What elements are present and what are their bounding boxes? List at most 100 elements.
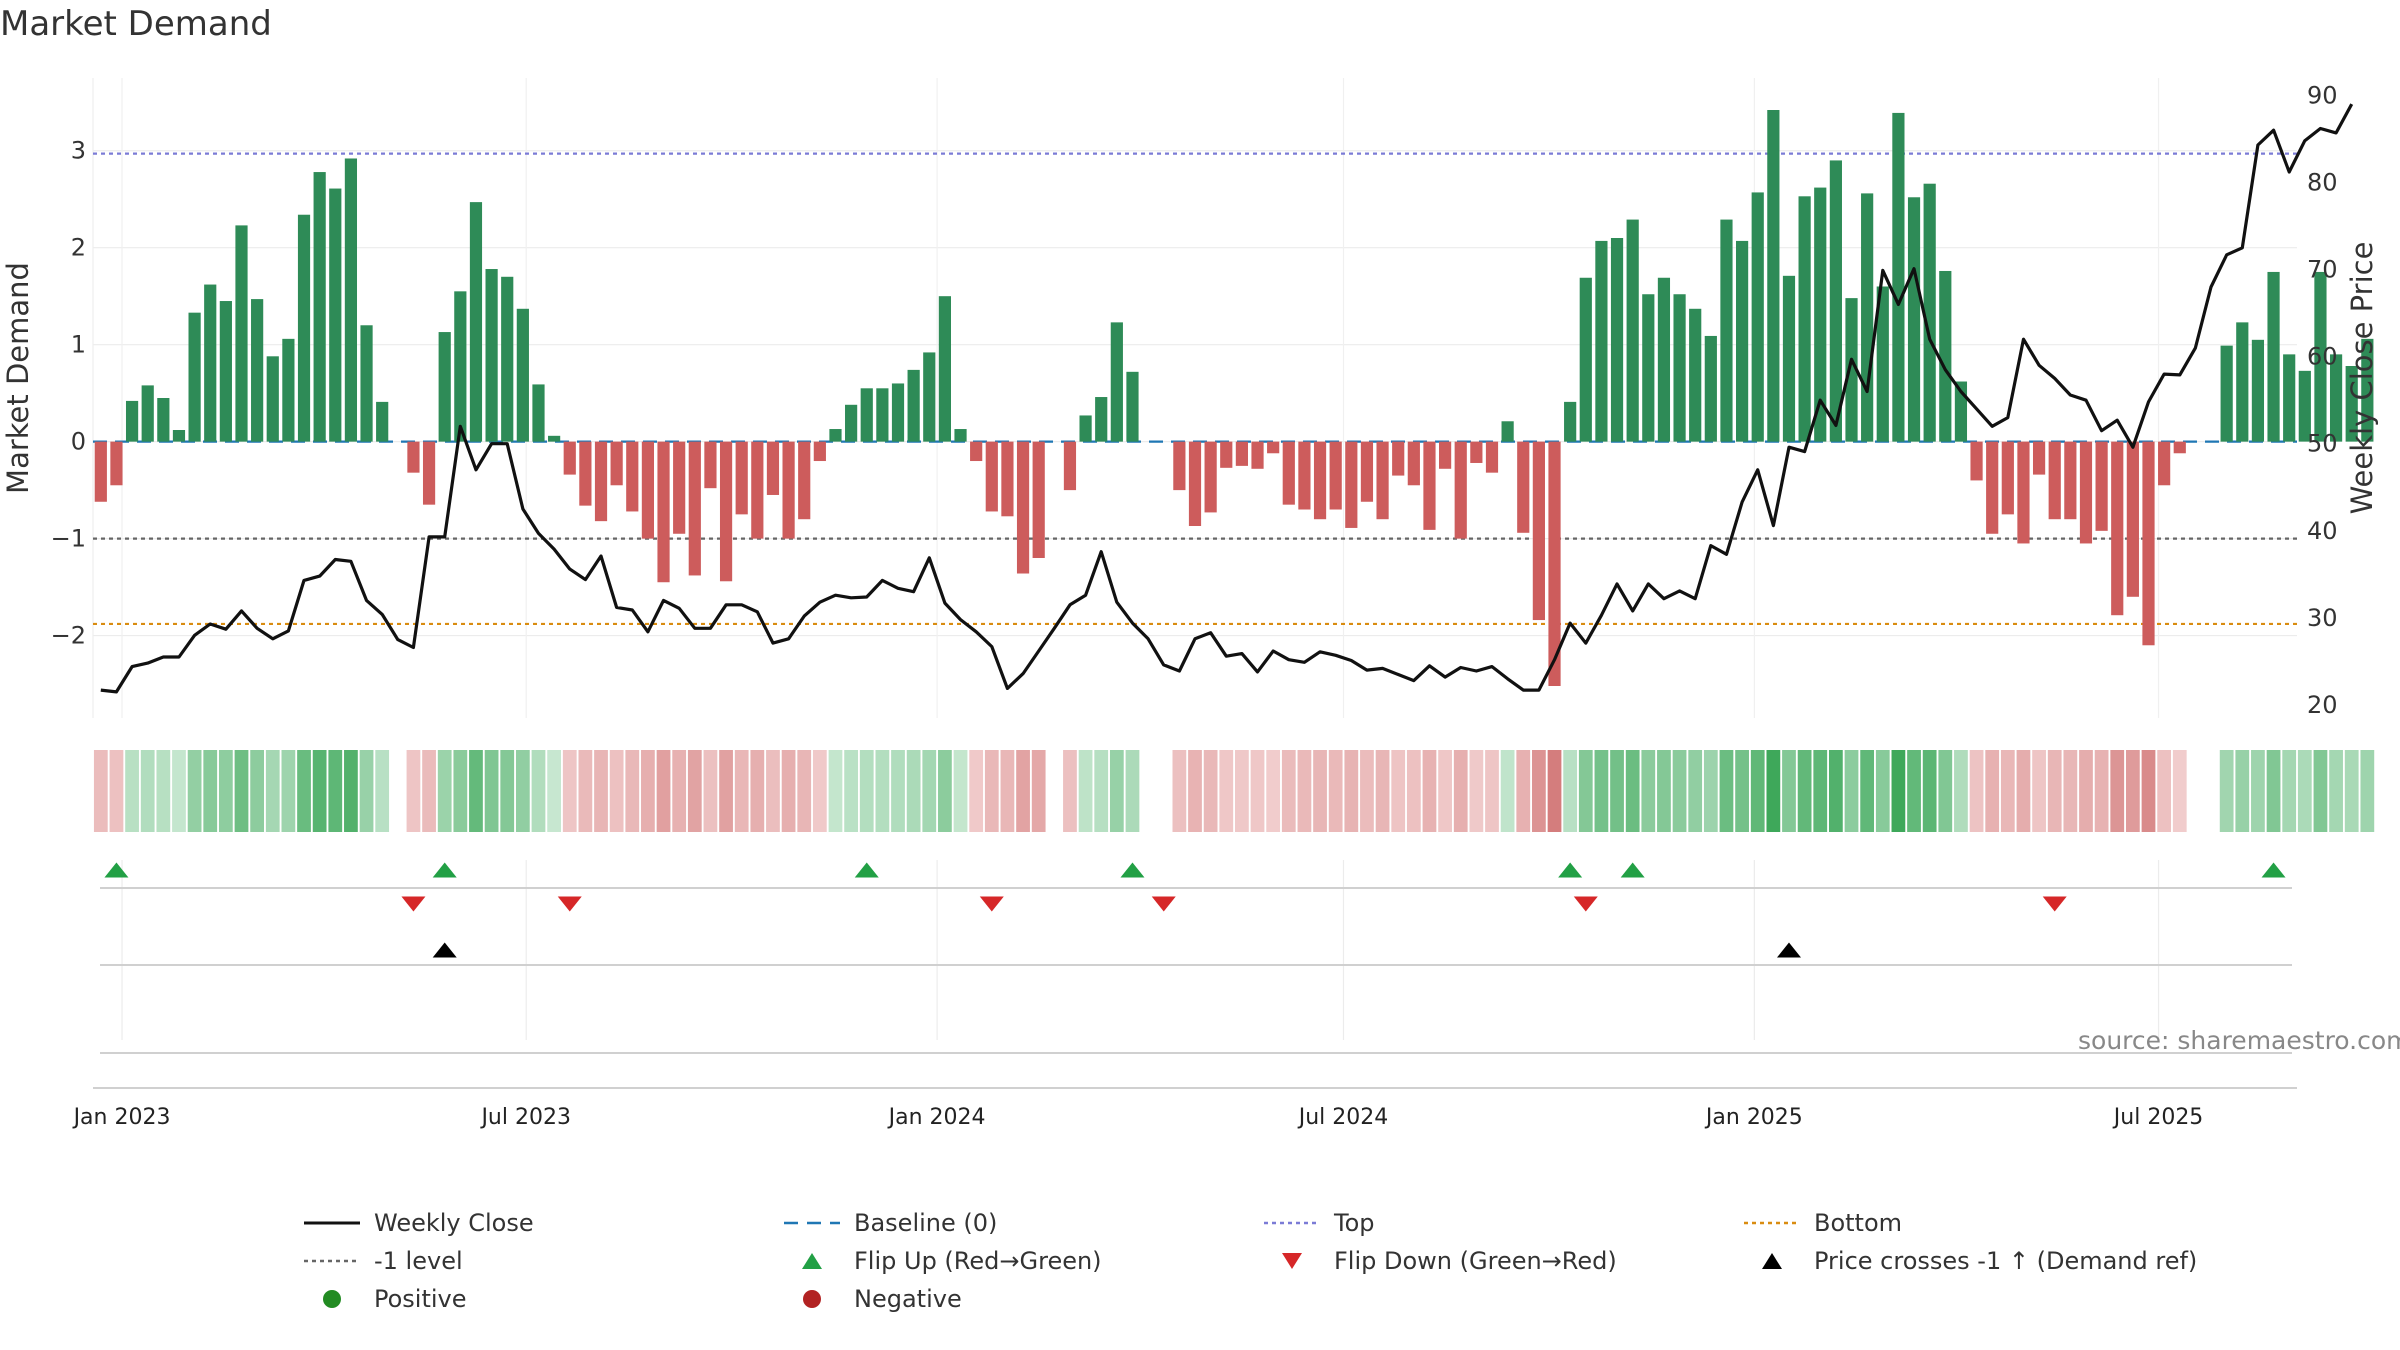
heat-cell bbox=[2297, 750, 2312, 832]
triangle-down-swatch bbox=[1282, 1253, 1302, 1269]
heat-cell bbox=[1719, 750, 1734, 832]
legend-item-weekly_close: Weekly Close bbox=[300, 1205, 534, 1241]
dotted-line-swatch bbox=[1264, 1221, 1320, 1225]
heat-cell bbox=[469, 750, 483, 832]
demand-bar bbox=[282, 338, 295, 442]
heat-cell bbox=[281, 750, 296, 832]
demand-bar bbox=[2032, 441, 2046, 475]
heat-cell bbox=[2313, 750, 2328, 832]
demand-bar bbox=[1204, 441, 1217, 513]
heat-cell bbox=[953, 750, 968, 832]
heat-cell bbox=[1188, 750, 1202, 832]
heat-cell bbox=[344, 750, 358, 832]
demand-bar bbox=[1345, 441, 1358, 528]
heat-cell bbox=[656, 750, 671, 832]
demand-bar bbox=[610, 441, 623, 486]
y-tick-label: −2 bbox=[51, 622, 86, 650]
heat-cell bbox=[1500, 750, 1515, 832]
heat-cell bbox=[1266, 750, 1281, 832]
demand-bar bbox=[1439, 441, 1452, 469]
heat-cell bbox=[1829, 750, 1843, 832]
legend-label: Negative bbox=[854, 1285, 962, 1313]
gridlines bbox=[92, 78, 2297, 1040]
demand-bar bbox=[2001, 441, 2014, 515]
heat-cell bbox=[703, 750, 718, 832]
price-cross-marker bbox=[1776, 942, 1801, 958]
y2-tick-label: 90 bbox=[2307, 81, 2338, 109]
demand-bar bbox=[501, 276, 514, 442]
heat-cell bbox=[328, 750, 343, 832]
demand-bar bbox=[985, 441, 998, 512]
heat-cell bbox=[859, 750, 874, 832]
demand-bar bbox=[876, 388, 889, 442]
heat-cell bbox=[1172, 750, 1187, 832]
demand-bar bbox=[1220, 441, 1233, 468]
demand-bar bbox=[141, 385, 154, 442]
demand-bar bbox=[1673, 294, 1686, 442]
demand-bar bbox=[2126, 441, 2139, 597]
legend-item-top: Top bbox=[1260, 1205, 1375, 1241]
legend-label: Positive bbox=[374, 1285, 467, 1313]
demand-bar bbox=[454, 291, 467, 442]
demand-bar bbox=[204, 284, 217, 442]
heat-cell bbox=[422, 750, 436, 832]
heat-cell bbox=[1532, 750, 1546, 832]
y-tick-label: 0 bbox=[71, 428, 86, 456]
demand-bar bbox=[1392, 441, 1405, 476]
heat-cell bbox=[672, 750, 687, 832]
heat-cell bbox=[2079, 750, 2093, 832]
heat-cell bbox=[1578, 750, 1593, 832]
demand-bar bbox=[2251, 339, 2265, 442]
y2-tick-label: 30 bbox=[2307, 604, 2338, 632]
heat-cell bbox=[687, 750, 702, 832]
demand-bar bbox=[1001, 441, 1014, 517]
y2-tick-label: 70 bbox=[2307, 256, 2338, 284]
demand-bar bbox=[1720, 219, 1733, 442]
demand-bar bbox=[1986, 441, 1999, 534]
legend-item-positive: Positive bbox=[300, 1281, 467, 1317]
demand-bar bbox=[1501, 421, 1514, 442]
price-cross-marker bbox=[432, 942, 457, 958]
x-tick-label: Jan 2024 bbox=[887, 1105, 986, 1130]
heat-cell bbox=[938, 750, 952, 832]
demand-bar bbox=[516, 308, 529, 442]
demand-bar bbox=[2095, 441, 2108, 531]
heat-cell bbox=[234, 750, 249, 832]
heat-cell bbox=[2000, 750, 2015, 832]
heat-cell bbox=[375, 750, 390, 832]
demand-heat-strip bbox=[93, 750, 2375, 832]
heat-cell bbox=[1422, 750, 1437, 832]
demand-bar bbox=[532, 384, 545, 442]
heat-cell bbox=[1969, 750, 1984, 832]
dot-swatch bbox=[803, 1290, 821, 1308]
demand-bar bbox=[2298, 370, 2311, 442]
demand-bar bbox=[2220, 345, 2233, 442]
flip-up-marker bbox=[104, 862, 129, 878]
heat-cell bbox=[1438, 750, 1452, 832]
demand-bar bbox=[1376, 441, 1389, 520]
y2-tick-label: 80 bbox=[2307, 168, 2338, 196]
heat-cell bbox=[1563, 750, 1578, 832]
demand-bar bbox=[2267, 271, 2280, 442]
legend-item-minus_one: -1 level bbox=[300, 1243, 463, 1279]
heat-cell bbox=[1109, 750, 1124, 832]
demand-bar bbox=[938, 296, 951, 442]
demand-bar bbox=[1689, 308, 1702, 442]
heat-cell bbox=[547, 750, 561, 832]
demand-bar bbox=[313, 172, 326, 442]
legend-item-flip_down: Flip Down (Green→Red) bbox=[1260, 1243, 1617, 1279]
demand-bar bbox=[751, 441, 764, 539]
heat-cell bbox=[484, 750, 499, 832]
heat-cell bbox=[1766, 750, 1781, 832]
heat-cell bbox=[1313, 750, 1327, 832]
demand-bar bbox=[766, 441, 780, 495]
heat-cell bbox=[1985, 750, 2000, 832]
heat-cell bbox=[2125, 750, 2140, 832]
demand-bar bbox=[2283, 354, 2296, 442]
heat-cell bbox=[93, 750, 108, 832]
heat-cell bbox=[1000, 750, 1015, 832]
heat-cell bbox=[875, 750, 890, 832]
heat-cell bbox=[437, 750, 452, 832]
demand-bar bbox=[125, 400, 139, 442]
